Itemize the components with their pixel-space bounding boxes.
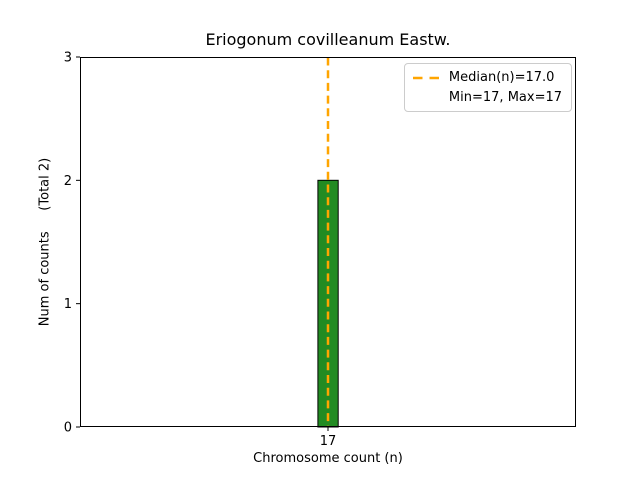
legend-entry: Min=17, Max=17 bbox=[412, 89, 562, 106]
legend-entry-label: Min=17, Max=17 bbox=[448, 90, 562, 105]
x-axis-label: Chromosome count (n) bbox=[253, 451, 403, 466]
y-tick-label: 0 bbox=[64, 421, 72, 436]
legend-entry: Median(n)=17.0 bbox=[412, 69, 562, 86]
legend: Median(n)=17.0 Min=17, Max=17 bbox=[403, 63, 572, 112]
x-tick-label: 17 bbox=[320, 434, 337, 449]
y-tick-label: 1 bbox=[64, 297, 72, 312]
legend-dashed-line-sample bbox=[412, 75, 440, 81]
axes-frame bbox=[80, 57, 576, 427]
chart-title: Eriogonum covilleanum Eastw. bbox=[205, 30, 451, 49]
y-tick-label: 2 bbox=[64, 174, 72, 189]
y-tick-label: 3 bbox=[64, 51, 72, 66]
legend-entry-label: Median(n)=17.0 bbox=[448, 70, 555, 85]
dashed-line-icon bbox=[412, 76, 439, 79]
